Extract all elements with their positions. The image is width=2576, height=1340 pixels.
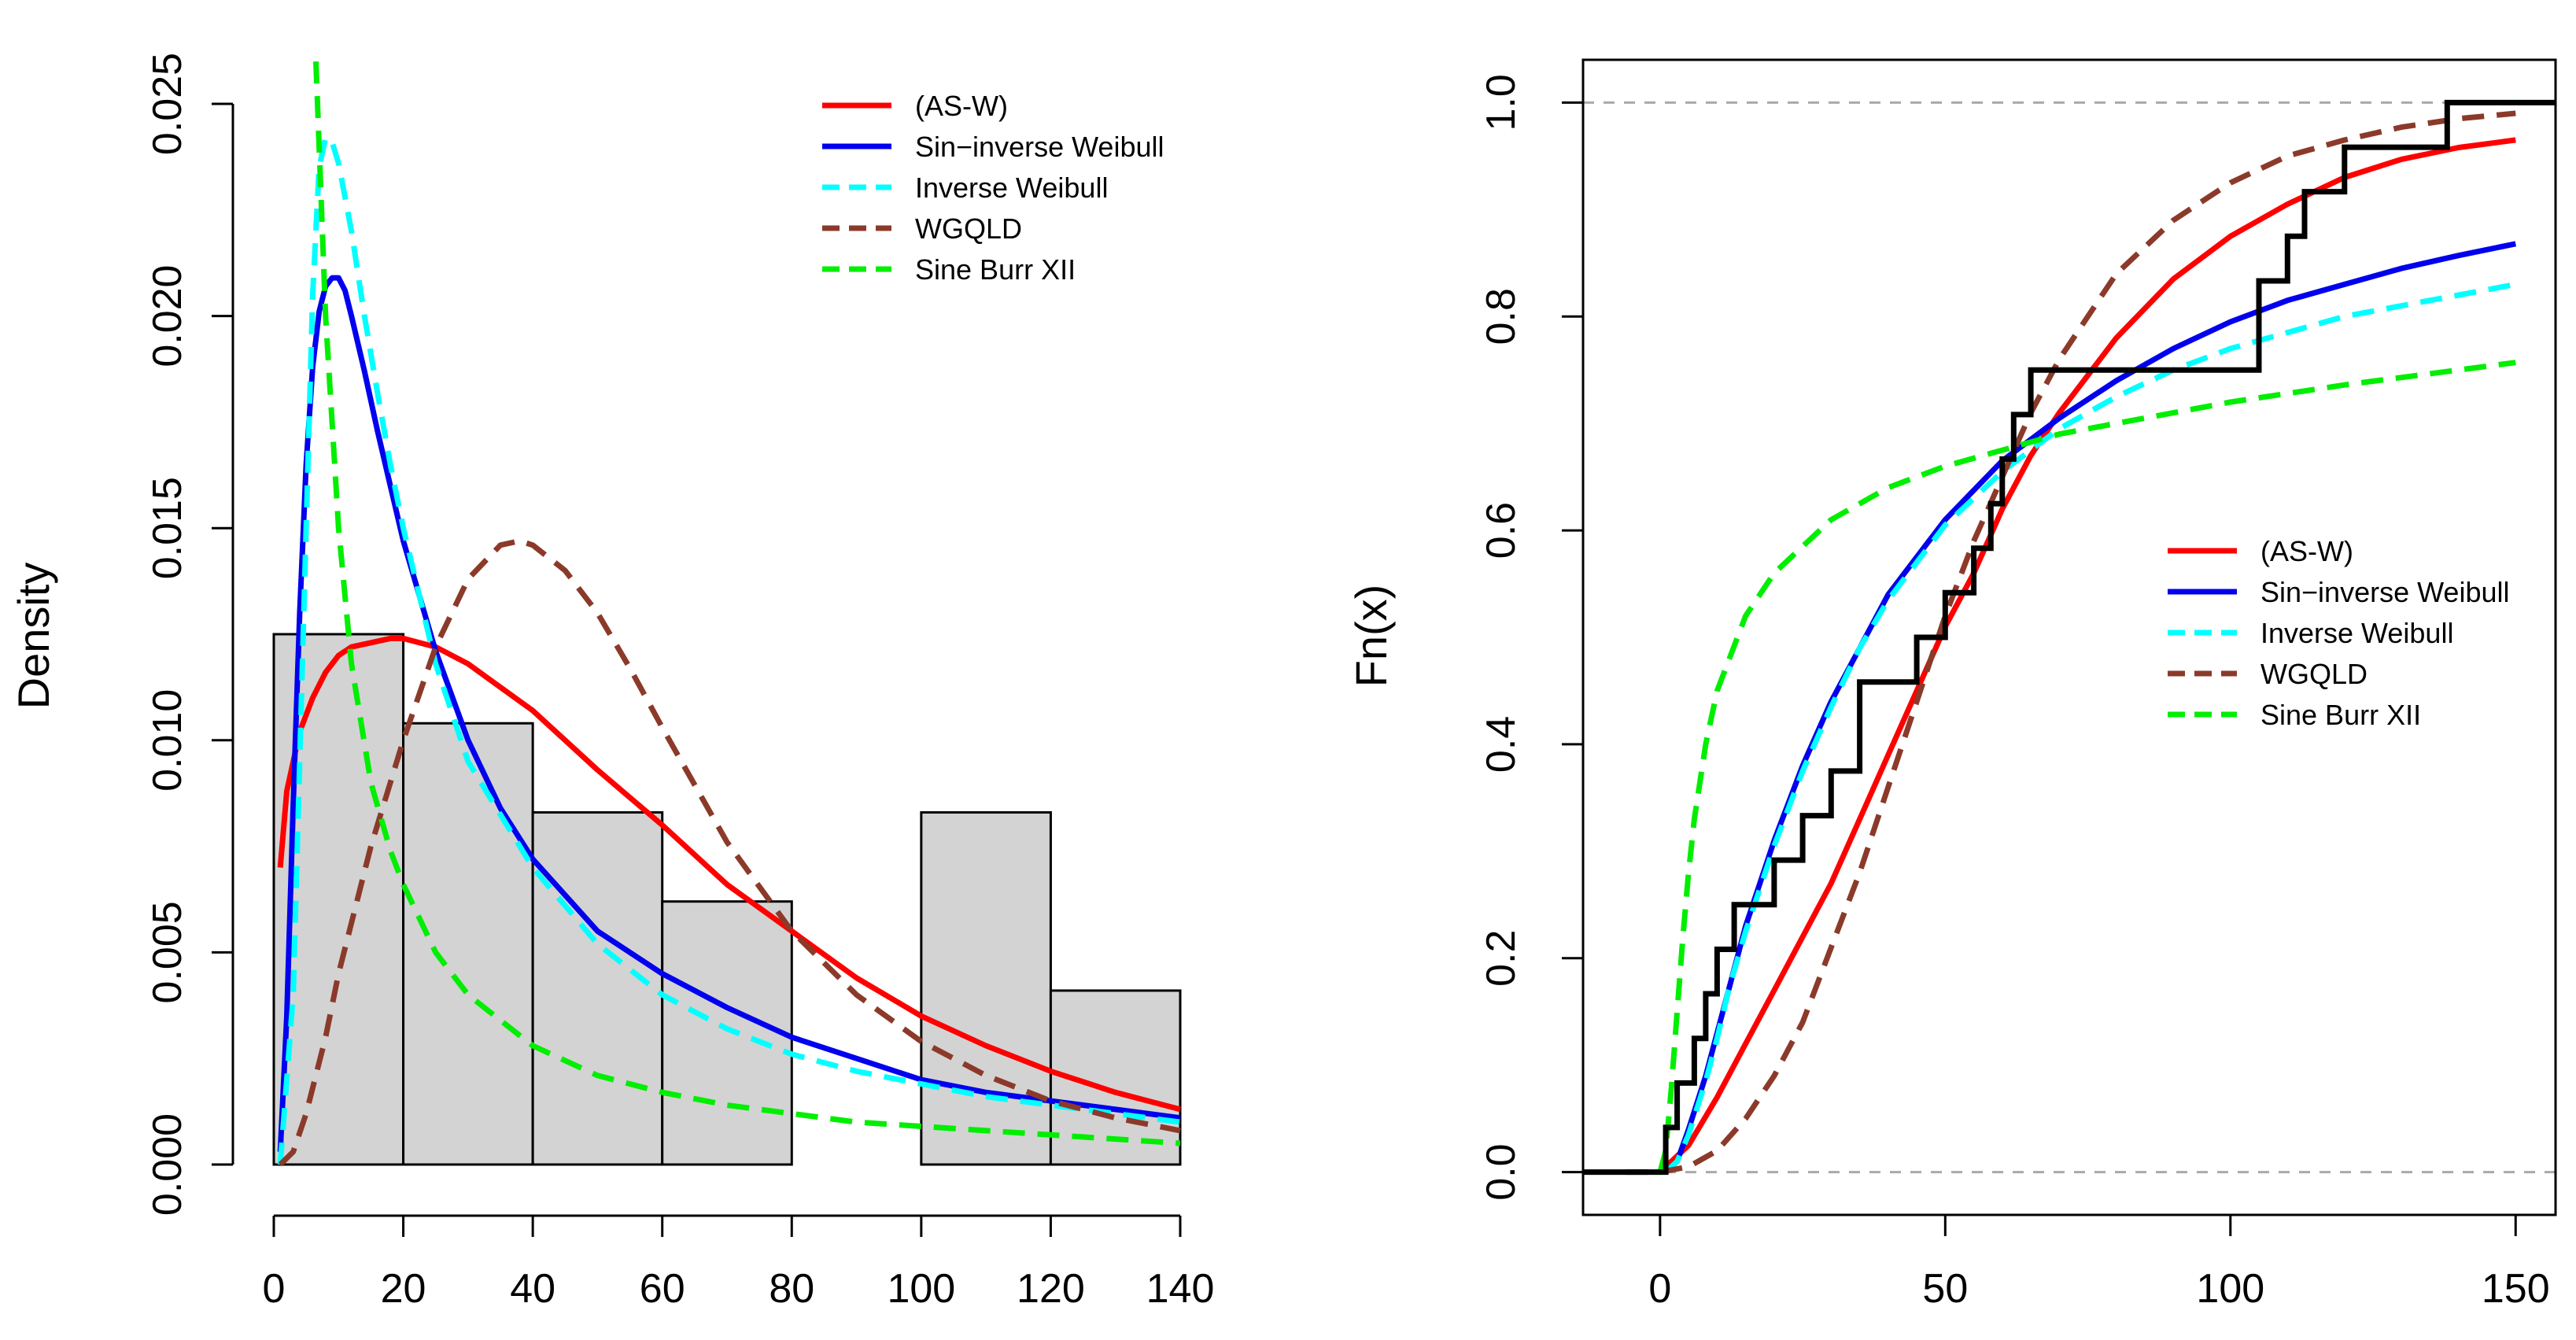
left-y-tick-label: 0.020 [145,265,190,367]
right-plot-box [1581,58,2557,1216]
left-x-ticks: 0 20 40 60 80 100 120 140 [263,1216,1215,1312]
left-x-tick-label: 140 [1146,1266,1215,1312]
right-y-tick-label: 0.4 [1478,716,1524,773]
left-x-tick-label: 0 [263,1266,286,1312]
left-y-tick-label: 0.005 [145,901,190,1003]
left-x-tick-label: 60 [640,1266,685,1312]
left-x-tick-label: 80 [769,1266,814,1312]
right-x-ticks: 0 50 100 150 [1648,1215,2550,1312]
right-y-tick-label: 0.0 [1478,1143,1524,1200]
right-legend: (AS-W) Sin−inverse Weibull Inverse Weibull… [2168,535,2510,731]
left-x-tick-label: 120 [1017,1266,1085,1312]
histogram-bar-0-20 [272,633,405,1166]
left-legend-label-sine-burr-xii: Sine Burr XII [915,253,1076,286]
right-x-tick-label: 150 [2482,1266,2550,1312]
cdf-line-wgqld [1626,110,2516,1176]
right-legend-label-wgqld: WGQLD [2260,658,2367,690]
left-legend-label-inverse-weibull: Inverse Weibull [915,172,1108,204]
histogram-bars [272,633,1182,1166]
left-x-tick-label: 40 [510,1266,555,1312]
right-x-tick-label: 100 [2196,1266,2264,1312]
right-y-tick-label: 0.6 [1478,502,1524,559]
right-x-tick-label: 50 [1922,1266,1968,1312]
right-legend-label-sin-inverse-weibull: Sin−inverse Weibull [2260,576,2510,608]
cdf-curves [1626,110,2517,1176]
cdf-line-sin-inverse-weibull [1663,241,2517,1175]
ecdf-step-line [1583,99,2556,1176]
histogram-bar-20-40 [402,722,534,1166]
cdf-line-inverse-weibull [1663,281,2516,1175]
histogram-bar-60-80 [661,900,793,1166]
right-legend-label-as-w: (AS-W) [2260,535,2353,567]
right-y-tick-label: 0.2 [1478,930,1524,987]
right-legend-label-sine-burr-xii: Sine Burr XII [2260,699,2421,731]
histogram-bar-40-60 [531,810,664,1166]
density-curves [277,61,1181,1167]
left-legend-label-sin-inverse-weibull: Sin−inverse Weibull [915,131,1164,163]
right-y-tick-label: 1.0 [1478,74,1524,131]
ecdf-panel: 0 50 100 150 0.0 0.2 0.4 0.6 0.8 1.0 Fn(x) (AS-W… [1346,58,2557,1312]
left-x-tick-label: 20 [381,1266,426,1312]
left-y-tick-label: 0.025 [145,53,190,155]
density-line-inverse-weibull [277,135,1181,1165]
cdf-line-sine-burr-xii [1657,360,2516,1173]
left-y-ticks: 0.000 0.005 0.010 0.015 0.020 0.025 [145,53,233,1216]
right-y-ticks: 0.0 0.2 0.4 0.6 0.8 1.0 [1478,74,1583,1201]
right-legend-label-inverse-weibull: Inverse Weibull [2260,617,2453,649]
left-axes [231,104,1180,1217]
left-y-axis-title: Density [9,563,58,710]
left-x-tick-label: 100 [887,1266,955,1312]
density-line-sine-burr-xii [313,61,1181,1146]
histogram-bar-100-120 [920,810,1052,1166]
left-legend: (AS-W) Sin−inverse Weibull Inverse Weibull… [822,90,1164,286]
left-y-tick-label: 0.010 [145,689,190,792]
right-y-axis-title: Fn(x) [1346,585,1396,688]
left-legend-label-as-w: (AS-W) [915,90,1008,122]
cdf-line-as-w [1663,137,2516,1169]
right-x-tick-label: 0 [1648,1266,1671,1312]
right-y-tick-label: 0.8 [1478,288,1524,345]
left-legend-label-wgqld: WGQLD [915,212,1022,245]
left-y-tick-label: 0.000 [145,1113,190,1216]
density-histogram-panel: 0 20 40 60 80 100 120 140 0.0000.0050.0100.0150… [9,53,1214,1312]
density-line-as-w [277,635,1181,1113]
left-y-tick-label: 0.015 [145,477,190,579]
density-line-wgqld [278,537,1181,1167]
